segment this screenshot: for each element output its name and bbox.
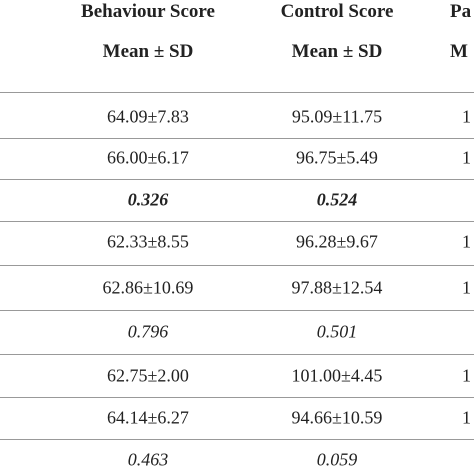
cell-value: 1 — [462, 277, 471, 298]
p-value: 0.524 — [316, 189, 358, 210]
cell-value: 1 — [462, 231, 471, 252]
header-text: Mean ± SD — [291, 41, 383, 62]
cell-value: 95.09±11.75 — [291, 106, 383, 127]
header-text: Control Score — [280, 1, 394, 22]
cell-value: 66.00±6.17 — [107, 147, 189, 168]
cell-value: 64.09±7.83 — [107, 106, 189, 127]
header-text: Pa — [450, 1, 472, 22]
row-rule — [0, 265, 474, 266]
row-rule — [0, 310, 474, 311]
p-value: 0.059 — [316, 449, 358, 470]
p-value: 0.463 — [127, 449, 169, 470]
cell-value: 101.00±4.45 — [291, 365, 383, 386]
row-rule — [0, 354, 474, 355]
header-text: Behaviour Score — [81, 1, 215, 22]
row-rule — [0, 179, 474, 180]
row-rule — [0, 137, 474, 139]
header-text: Mean ± SD — [102, 41, 194, 62]
header-text: M — [450, 41, 468, 62]
row-rule — [0, 221, 474, 222]
p-value: 0.796 — [127, 321, 169, 342]
p-value: 0.501 — [316, 321, 358, 342]
cell-value: 94.66±10.59 — [291, 407, 383, 428]
cell-value: 96.75±5.49 — [296, 147, 378, 168]
cell-value: 1 — [462, 106, 471, 127]
header-rule — [0, 92, 474, 93]
p-value: 0.326 — [127, 189, 169, 210]
cell-value: 1 — [462, 147, 471, 168]
cell-value: 62.75±2.00 — [107, 365, 189, 386]
cell-value: 96.28±9.67 — [296, 231, 378, 252]
cell-value: 62.86±10.69 — [102, 277, 194, 298]
cell-value: 64.14±6.27 — [107, 407, 189, 428]
cell-value: 1 — [462, 407, 471, 428]
cell-value: 1 — [462, 365, 471, 386]
cell-value: 97.88±12.54 — [291, 277, 383, 298]
cell-value: 62.33±8.55 — [107, 231, 189, 252]
row-rule — [0, 397, 474, 398]
row-rule — [0, 439, 474, 440]
